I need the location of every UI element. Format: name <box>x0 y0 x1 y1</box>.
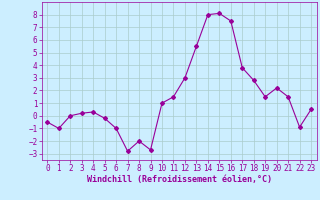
X-axis label: Windchill (Refroidissement éolien,°C): Windchill (Refroidissement éolien,°C) <box>87 175 272 184</box>
